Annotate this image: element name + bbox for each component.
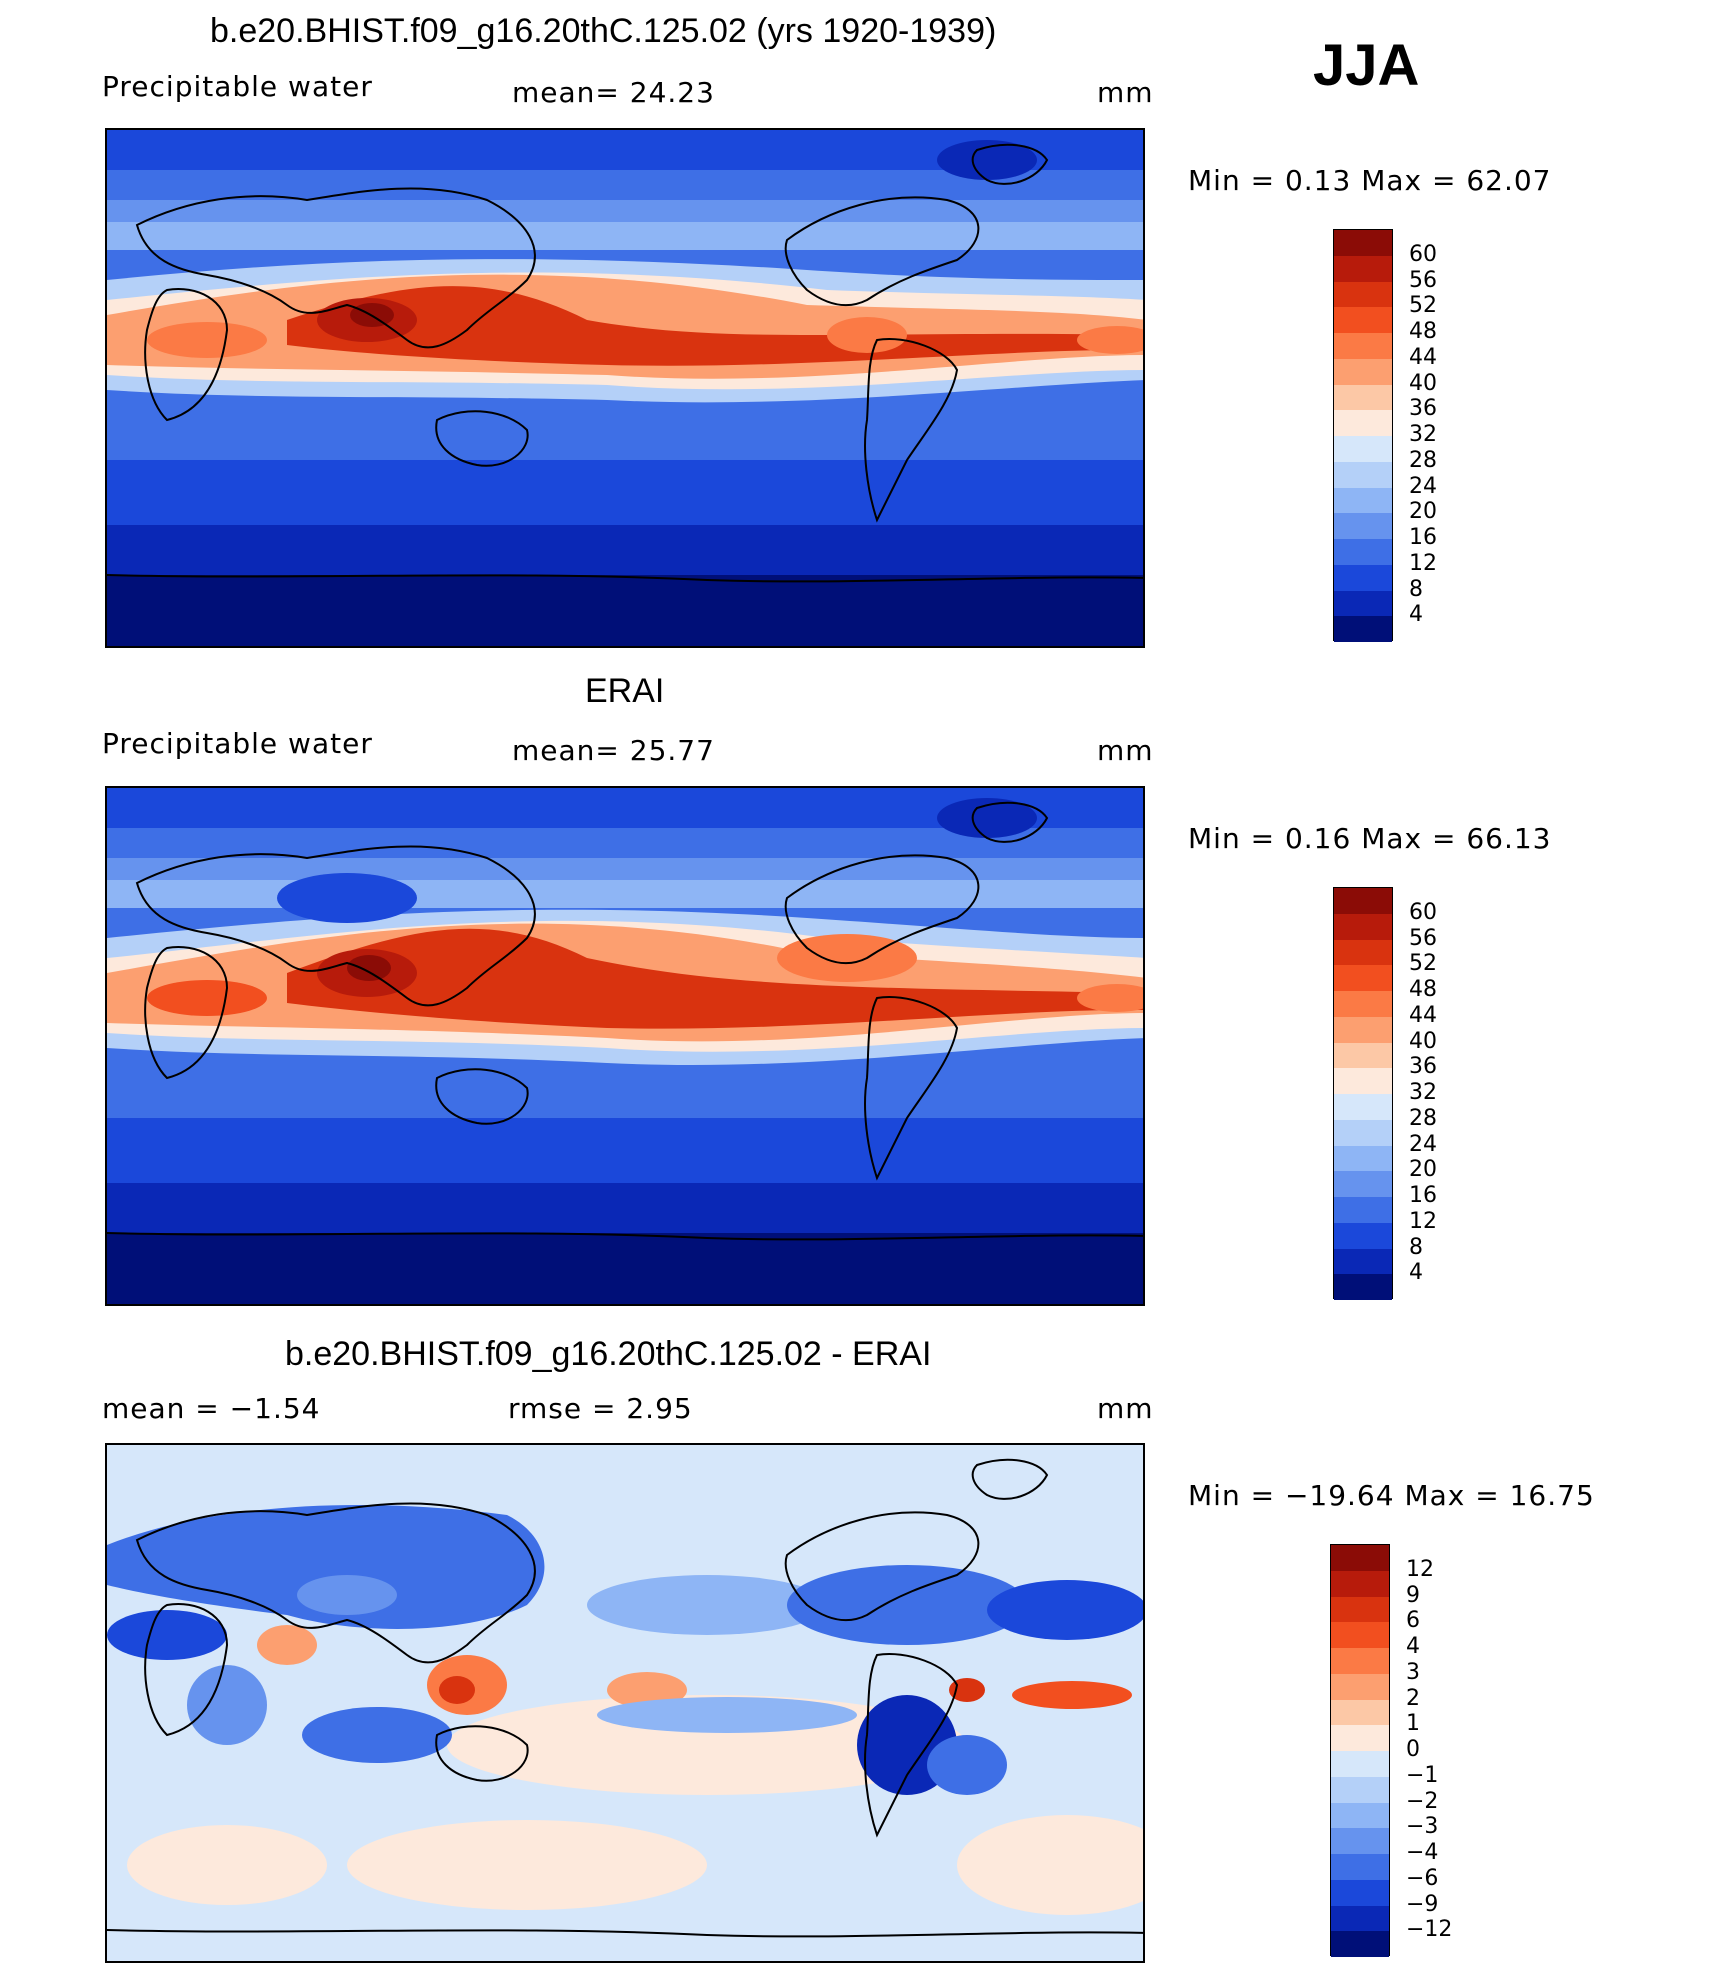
colorbar-label: 52	[1409, 293, 1437, 318]
panel-3-rmse-label: rmse = 2.95	[508, 1392, 693, 1425]
panel-2-title: ERAI	[585, 672, 665, 710]
panel-2-mean-label: mean= 25.77	[512, 734, 715, 767]
colorbar-label: 40	[1409, 371, 1437, 396]
colorbar-label: −9	[1406, 1892, 1439, 1917]
colorbar-label: −1	[1406, 1763, 1439, 1788]
colorbar-label: 12	[1409, 1209, 1437, 1234]
colorbar-label: 4	[1409, 1260, 1423, 1285]
panel-1-minmax: Min = 0.13 Max = 62.07	[1188, 164, 1552, 197]
colorbar-label: 56	[1409, 268, 1437, 293]
pw-model-map	[107, 130, 1143, 646]
colorbar-label: 6	[1406, 1608, 1420, 1633]
panel-1-title: b.e20.BHIST.f09_g16.20thC.125.02 (yrs 19…	[210, 12, 997, 50]
colorbar-label: −3	[1406, 1814, 1439, 1839]
pw-difference-map	[107, 1445, 1143, 1961]
colorbar-label: 16	[1409, 1183, 1437, 1208]
panel-2-units: mm	[1097, 734, 1154, 767]
panel-2-variable-label: Precipitable water	[102, 727, 373, 760]
colorbar-swatches	[1333, 887, 1393, 1300]
colorbar-label: 4	[1409, 602, 1423, 627]
colorbar-label: 12	[1406, 1557, 1434, 1582]
colorbar-label: 36	[1409, 1054, 1437, 1079]
colorbar-label: 44	[1409, 1003, 1437, 1028]
colorbar-label: 8	[1409, 1235, 1423, 1260]
colorbar-swatches	[1330, 1544, 1390, 1957]
colorbar-swatches	[1333, 229, 1393, 642]
colorbar-label: 3	[1406, 1660, 1420, 1685]
panel-3-minmax: Min = −19.64 Max = 16.75	[1188, 1479, 1595, 1512]
colorbar-label: 9	[1406, 1583, 1420, 1608]
panel-3-mean-label: mean = −1.54	[102, 1392, 321, 1425]
colorbar-label: 28	[1409, 448, 1437, 473]
panel-3-units: mm	[1097, 1392, 1154, 1425]
colorbar-label: −4	[1406, 1840, 1439, 1865]
colorbar-label: 32	[1409, 1080, 1437, 1105]
colorbar-label: 40	[1409, 1029, 1437, 1054]
colorbar-label: 12	[1409, 551, 1437, 576]
colorbar-label: 24	[1409, 474, 1437, 499]
panel-3-map	[105, 1443, 1145, 1963]
colorbar-label: 1	[1406, 1711, 1420, 1736]
colorbar-label: 60	[1409, 242, 1437, 267]
colorbar-label: 2	[1406, 1686, 1420, 1711]
colorbar-label: 8	[1409, 577, 1423, 602]
colorbar-label: 44	[1409, 345, 1437, 370]
colorbar-label: −6	[1406, 1866, 1439, 1891]
colorbar-label: 60	[1409, 900, 1437, 925]
colorbar-label: −12	[1406, 1917, 1453, 1942]
panel-2-map	[105, 786, 1145, 1306]
colorbar-label: 56	[1409, 926, 1437, 951]
colorbar-label: 4	[1406, 1634, 1420, 1659]
panel-1-map	[105, 128, 1145, 648]
colorbar-label: 16	[1409, 525, 1437, 550]
colorbar-label: 20	[1409, 1157, 1437, 1182]
colorbar-label: 28	[1409, 1106, 1437, 1131]
panel-1-variable-label: Precipitable water	[102, 70, 373, 103]
colorbar-label: 24	[1409, 1132, 1437, 1157]
colorbar-label: −2	[1406, 1789, 1439, 1814]
colorbar-label: 52	[1409, 951, 1437, 976]
panel-2-minmax: Min = 0.16 Max = 66.13	[1188, 822, 1552, 855]
panel-1-units: mm	[1097, 76, 1154, 109]
colorbar-label: 20	[1409, 499, 1437, 524]
pw-erai-map	[107, 788, 1143, 1304]
colorbar-label: 0	[1406, 1737, 1420, 1762]
panel-3-title: b.e20.BHIST.f09_g16.20thC.125.02 - ERAI	[285, 1335, 932, 1373]
panel-1-mean-label: mean= 24.23	[512, 76, 715, 109]
colorbar-label: 32	[1409, 422, 1437, 447]
colorbar-label: 48	[1409, 319, 1437, 344]
colorbar-label: 36	[1409, 396, 1437, 421]
season-label: JJA	[1313, 33, 1420, 98]
colorbar-label: 48	[1409, 977, 1437, 1002]
